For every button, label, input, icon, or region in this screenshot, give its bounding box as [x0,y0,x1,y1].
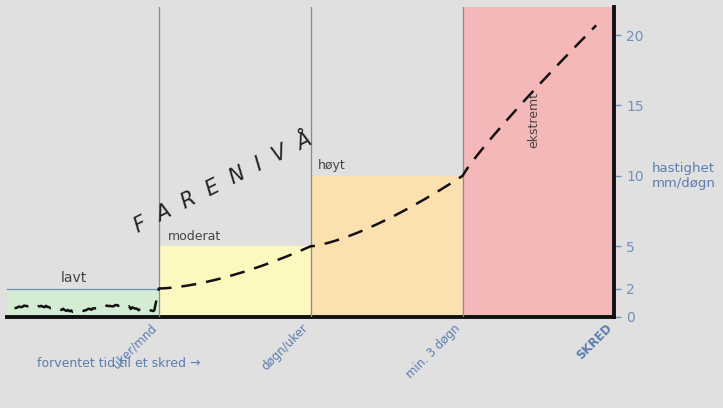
Text: lavt: lavt [61,271,87,285]
Text: høyt: høyt [318,159,346,172]
Text: F  A  R  E  N  I  V  Å: F A R E N I V Å [130,129,315,237]
Text: ekstremt: ekstremt [527,91,540,148]
Y-axis label: hastighet
mm/døgn: hastighet mm/døgn [652,162,716,190]
Text: forventet tid til et skred →: forventet tid til et skred → [38,357,201,370]
Text: moderat: moderat [168,231,221,244]
